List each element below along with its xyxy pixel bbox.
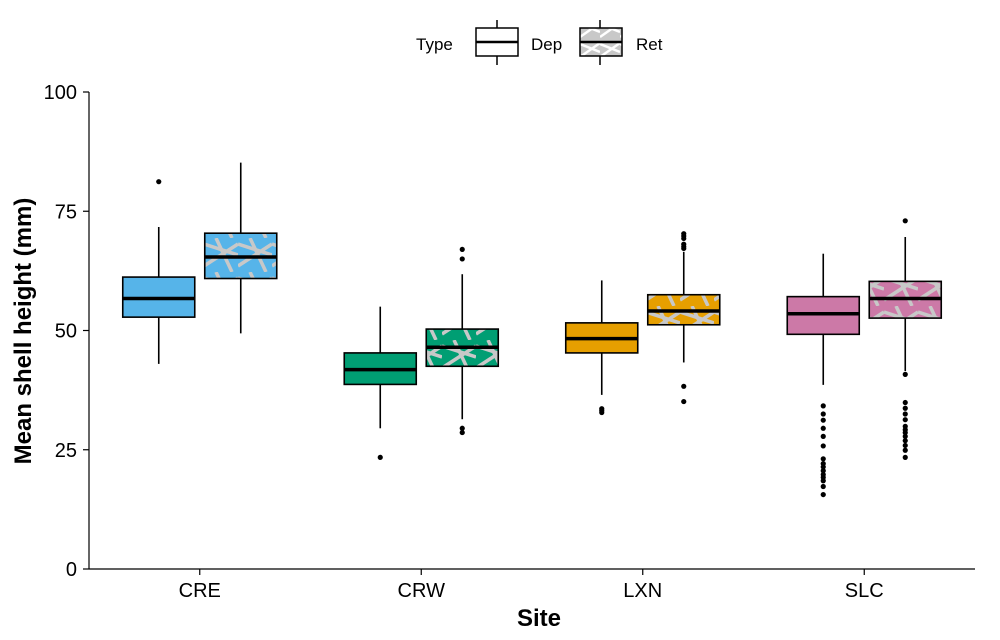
- outlier-point: [902, 218, 908, 224]
- box-slc-ret: [868, 218, 943, 460]
- outlier-point: [902, 433, 908, 439]
- x-axis-title: Site: [517, 605, 561, 632]
- x-ticks: CRE CRW LXN SLC: [179, 569, 884, 602]
- y-ticks: 0 25 50 75 100: [44, 82, 89, 581]
- box-lxn-dep: [564, 280, 639, 416]
- legend-label-ret: Ret: [636, 35, 663, 54]
- box-cre-dep: [121, 179, 196, 364]
- x-tick-label-lxn: LXN: [623, 580, 662, 602]
- outlier-point: [902, 399, 908, 406]
- outlier-point: [820, 456, 826, 462]
- outlier-point: [820, 464, 826, 470]
- outlier-point: [459, 429, 465, 436]
- outlier-point: [902, 411, 908, 417]
- outlier-point: [820, 403, 826, 409]
- outlier-point: [820, 411, 826, 417]
- legend: Type Dep Ret: [416, 20, 663, 65]
- outlier-point: [681, 245, 687, 252]
- box-crw-dep: [343, 306, 418, 460]
- box-cre-ret: [203, 162, 278, 334]
- outlier-point: [681, 235, 687, 242]
- outlier-point: [599, 409, 605, 416]
- outlier-point: [902, 429, 908, 436]
- outlier-point: [377, 454, 383, 460]
- outlier-point: [820, 425, 826, 431]
- legend-title: Type: [416, 35, 453, 54]
- outlier-point: [459, 425, 465, 431]
- outlier-point: [820, 443, 826, 449]
- y-tick-label: 75: [55, 201, 77, 223]
- y-tick-label: 50: [55, 321, 77, 343]
- y-tick-label: 100: [44, 82, 77, 104]
- outlier-point: [681, 383, 687, 389]
- outlier-point: [820, 468, 826, 474]
- outlier-point: [902, 417, 908, 423]
- y-tick-label: 0: [66, 559, 77, 581]
- outlier-point: [681, 398, 687, 405]
- x-tick-label-crw: CRW: [398, 580, 446, 602]
- outlier-point: [459, 256, 465, 262]
- outlier-point: [902, 438, 908, 444]
- y-axis-title: Mean shell height (mm): [10, 198, 37, 465]
- outlier-point: [820, 433, 826, 439]
- outlier-point: [902, 454, 908, 460]
- outlier-point: [820, 417, 826, 423]
- outlier-point: [820, 483, 826, 490]
- outlier-point: [459, 246, 465, 253]
- box-crw-ret: [425, 246, 500, 436]
- y-tick-label: 25: [55, 440, 77, 462]
- x-tick-label-slc: SLC: [845, 580, 884, 602]
- box-slc-dep: [786, 253, 861, 498]
- outlier-point: [156, 179, 162, 185]
- outlier-point: [902, 371, 908, 377]
- x-tick-label-cre: CRE: [179, 580, 221, 602]
- legend-label-dep: Dep: [531, 35, 562, 54]
- outlier-point: [902, 447, 908, 453]
- outlier-point: [902, 442, 908, 449]
- outlier-point: [820, 478, 826, 484]
- outlier-point: [820, 491, 826, 498]
- boxes: [121, 162, 943, 498]
- outlier-point: [902, 405, 908, 411]
- box-lxn-ret: [646, 231, 721, 405]
- legend-key-ret: [579, 20, 623, 65]
- legend-key-dep: [475, 20, 519, 65]
